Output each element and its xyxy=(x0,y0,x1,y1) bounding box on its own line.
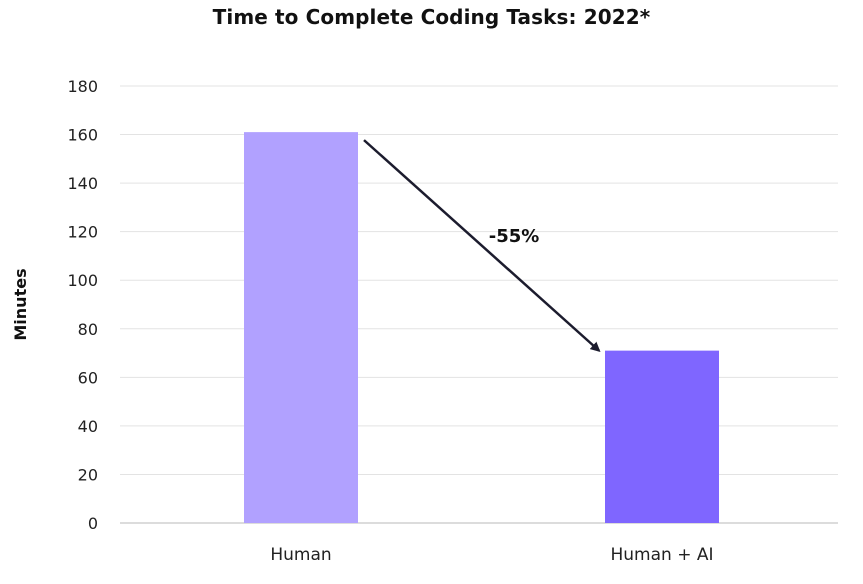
y-axis-title: Minutes xyxy=(11,268,30,340)
y-tick-label: 120 xyxy=(67,223,98,242)
y-tick-label: 20 xyxy=(78,465,98,484)
y-tick-label: 0 xyxy=(88,514,98,533)
x-category-label: Human xyxy=(270,545,331,565)
y-tick-label: 180 xyxy=(67,77,98,96)
chart-title: Time to Complete Coding Tasks: 2022* xyxy=(212,5,651,29)
bar-human xyxy=(244,132,358,523)
y-tick-label: 160 xyxy=(67,126,98,145)
x-category-label: Human + AI xyxy=(610,545,713,565)
y-tick-label: 80 xyxy=(78,320,98,339)
bar-human-ai xyxy=(605,350,719,523)
y-tick-label: 60 xyxy=(78,368,98,387)
y-tick-label: 40 xyxy=(78,417,98,436)
y-tick-label: 140 xyxy=(67,174,98,193)
y-tick-label: 100 xyxy=(67,271,98,290)
change-annotation-label: -55% xyxy=(489,226,540,247)
change-arrow xyxy=(363,139,601,352)
